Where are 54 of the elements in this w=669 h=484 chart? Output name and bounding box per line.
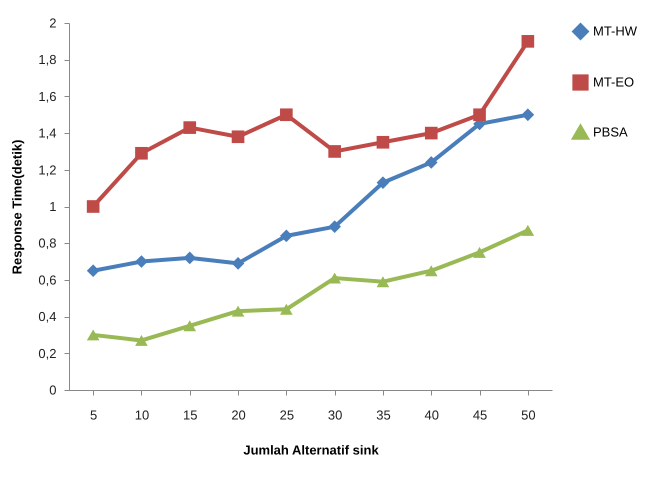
point — [473, 108, 486, 122]
point — [280, 230, 293, 242]
point — [135, 255, 148, 268]
y-tick-label: 1 — [49, 199, 56, 214]
legend-label: MT-HW — [593, 24, 638, 38]
point — [424, 126, 438, 140]
point — [522, 35, 534, 48]
y-tick-label: 0,6 — [38, 272, 56, 288]
point — [86, 329, 100, 340]
point — [328, 145, 341, 158]
y-tick-label: 1,2 — [38, 162, 56, 178]
point — [424, 265, 438, 276]
y-tick-label: 1,8 — [38, 52, 56, 68]
x-tick-label: 45 — [472, 408, 488, 422]
point — [232, 306, 244, 317]
x-tick-label: 25 — [280, 408, 294, 422]
point — [328, 220, 341, 234]
point — [376, 136, 390, 149]
legend-label: MT-EO — [593, 74, 634, 90]
y-tick-label: 0,2 — [38, 346, 56, 361]
point — [86, 264, 100, 278]
y-tick-label: 0 — [49, 382, 56, 398]
point — [280, 108, 293, 122]
x-tick-label: 40 — [424, 408, 439, 422]
point — [522, 108, 534, 122]
x-tick-label: 20 — [231, 408, 246, 422]
x-tick-label: 35 — [376, 408, 391, 422]
y-tick-label: 1,6 — [38, 88, 56, 104]
x-tick-label: 5 — [90, 408, 98, 422]
point — [183, 121, 196, 134]
x-tick-label: 50 — [521, 408, 536, 422]
point — [135, 334, 148, 346]
point — [280, 304, 293, 315]
x-tick-label: 10 — [134, 408, 150, 422]
point — [183, 320, 196, 332]
point — [424, 156, 438, 169]
y-tick-label: 1,4 — [38, 126, 56, 141]
point — [135, 146, 148, 160]
x-tick-label: 15 — [183, 408, 198, 422]
point — [232, 130, 244, 144]
y-tick-label: 2 — [49, 16, 56, 30]
point — [473, 246, 486, 258]
y-tick-label: 0,4 — [38, 309, 56, 324]
point — [376, 176, 390, 189]
y-tick-label: 0,8 — [38, 236, 56, 251]
x-axis-title: Jumlah Alternatif sink — [243, 442, 380, 458]
point — [376, 276, 390, 288]
point — [232, 257, 244, 270]
y-axis-title: Response Time(detik) — [9, 140, 24, 274]
point — [86, 200, 100, 213]
x-tick-label: 30 — [328, 408, 342, 422]
point — [183, 252, 196, 264]
point — [522, 224, 534, 236]
legend-label: PBSA — [593, 124, 628, 140]
